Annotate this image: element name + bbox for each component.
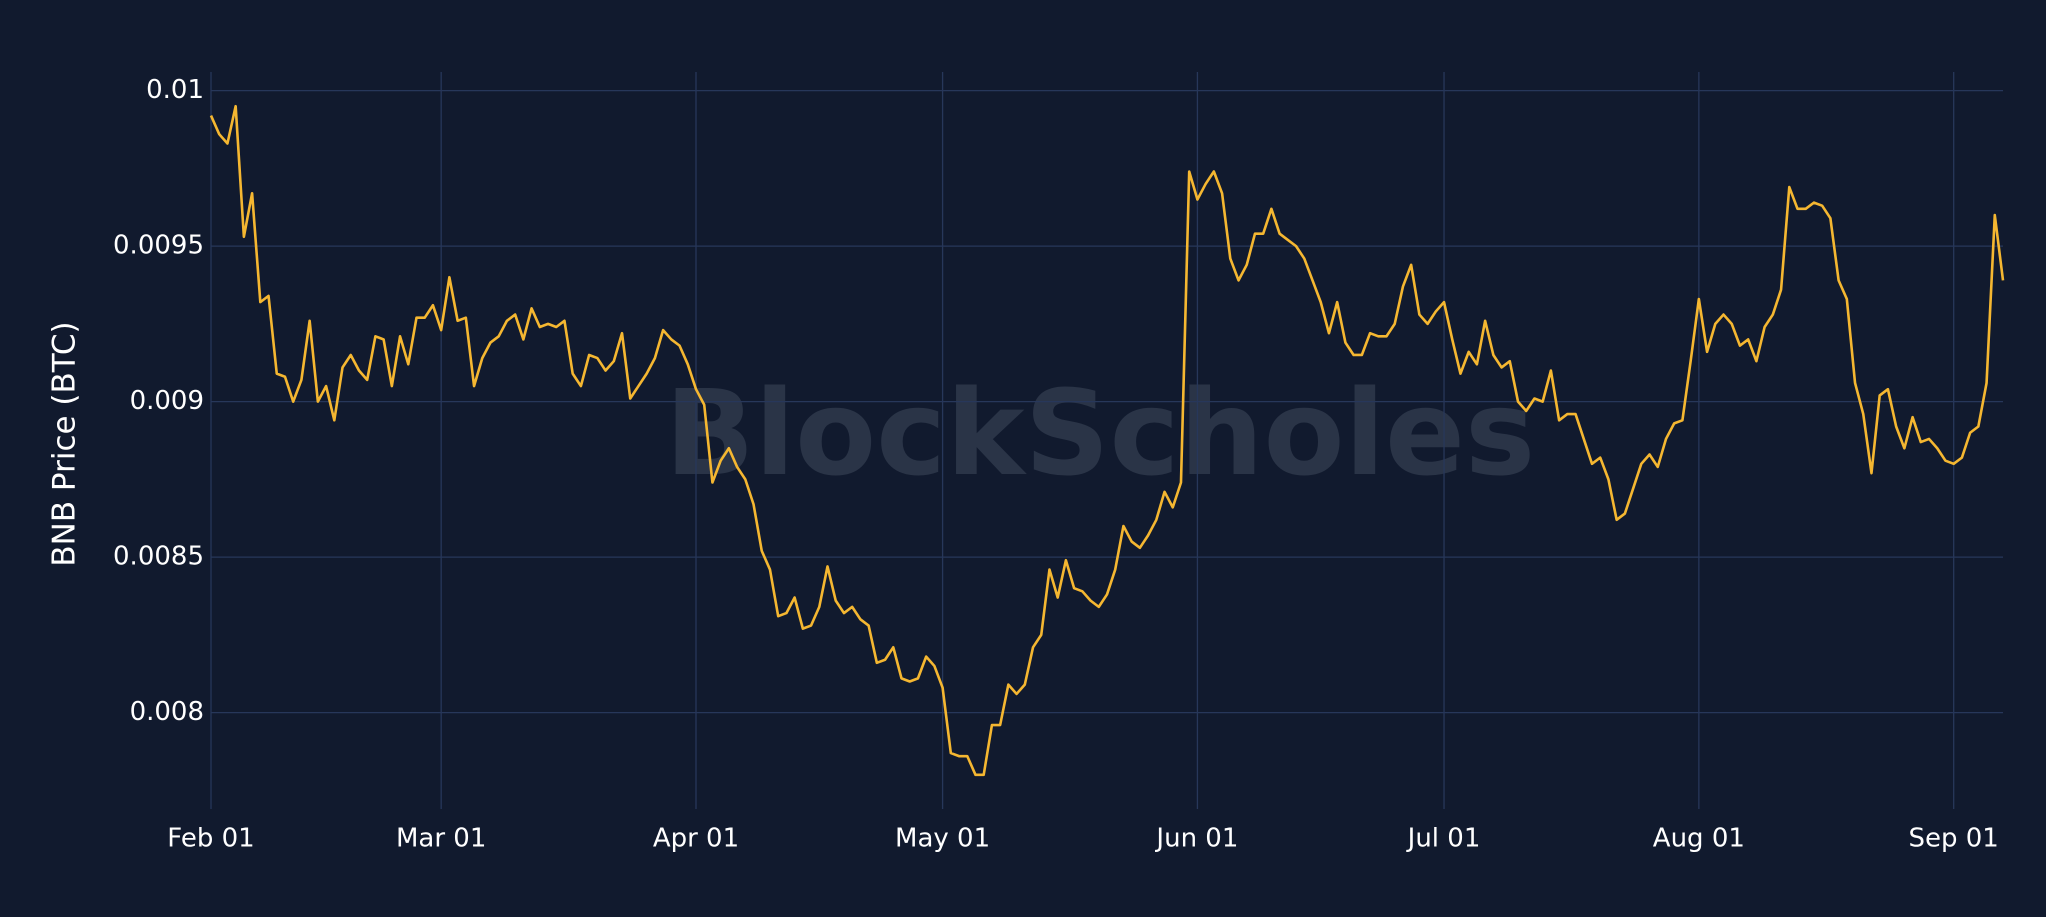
x-tick-label: Feb 01	[167, 824, 254, 854]
y-tick-label: 0.0095	[113, 231, 204, 261]
x-tick-label: Jul 01	[1406, 824, 1481, 854]
y-tick-label: 0.008	[130, 697, 204, 727]
x-tick-label: Sep 01	[1908, 824, 1998, 854]
y-tick-label: 0.01	[146, 75, 204, 105]
y-tick-label: 0.0085	[113, 542, 204, 572]
y-tick-label: 0.009	[130, 386, 204, 416]
y-axis-title: BNB Price (BTC)	[47, 321, 83, 566]
x-tick-label: Apr 01	[653, 824, 739, 854]
x-tick-label: Mar 01	[396, 824, 486, 854]
price-line	[209, 104, 2005, 777]
x-tick-label: Jun 01	[1154, 824, 1238, 854]
watermark: BlockScholes	[665, 364, 1536, 502]
x-tick-label: May 01	[895, 824, 990, 854]
x-tick-label: Aug 01	[1653, 824, 1745, 854]
